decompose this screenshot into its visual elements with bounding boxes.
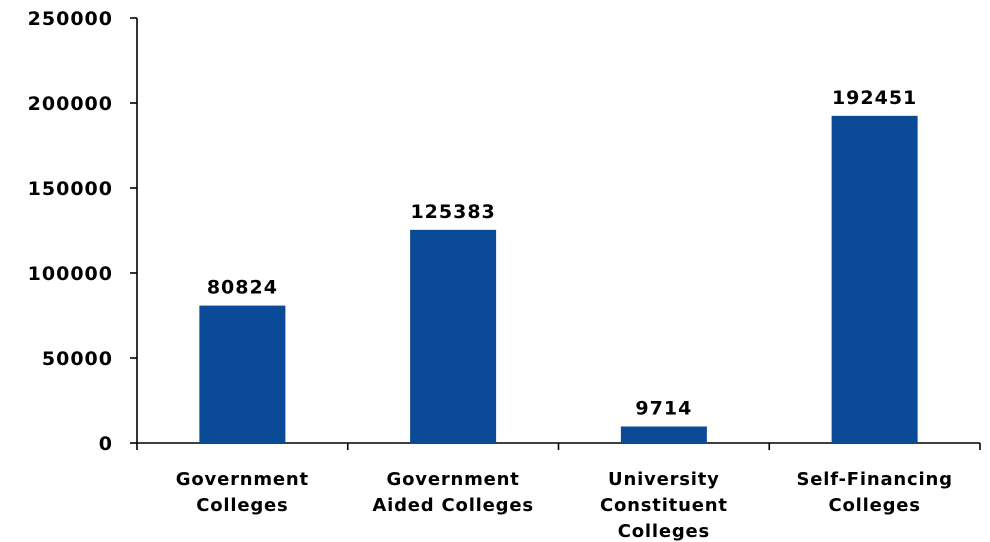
data-labels: 80824 125383 9714 192451: [207, 87, 917, 420]
bar: [410, 229, 497, 443]
x-category-label: Self-Financing Colleges: [796, 469, 952, 516]
y-tick-label: 200000: [28, 93, 113, 115]
data-label: 80824: [207, 277, 278, 299]
category-labels: Government Colleges Government Aided Colleg…: [176, 469, 952, 542]
y-tick-label: 150000: [28, 178, 113, 200]
y-tick-label: 100000: [28, 263, 113, 285]
x-axis: [136, 442, 981, 450]
data-label: 192451: [832, 87, 917, 109]
y-tick-label: 50000: [42, 348, 113, 370]
y-tick-label: 250000: [28, 8, 113, 30]
bar: [831, 115, 918, 443]
y-tick-label: 0: [99, 433, 113, 455]
data-label: 9714: [635, 397, 692, 419]
x-category-label: Government Aided Colleges: [372, 469, 533, 516]
bar: [199, 305, 286, 443]
data-label: 125383: [410, 201, 495, 223]
x-category-label: University Constituent Colleges: [600, 469, 728, 542]
x-category-label: Government Colleges: [176, 469, 309, 516]
bars: [199, 115, 918, 443]
y-axis: 0 50000 100000 150000 200000 250000: [28, 8, 138, 455]
bar: [620, 426, 707, 443]
